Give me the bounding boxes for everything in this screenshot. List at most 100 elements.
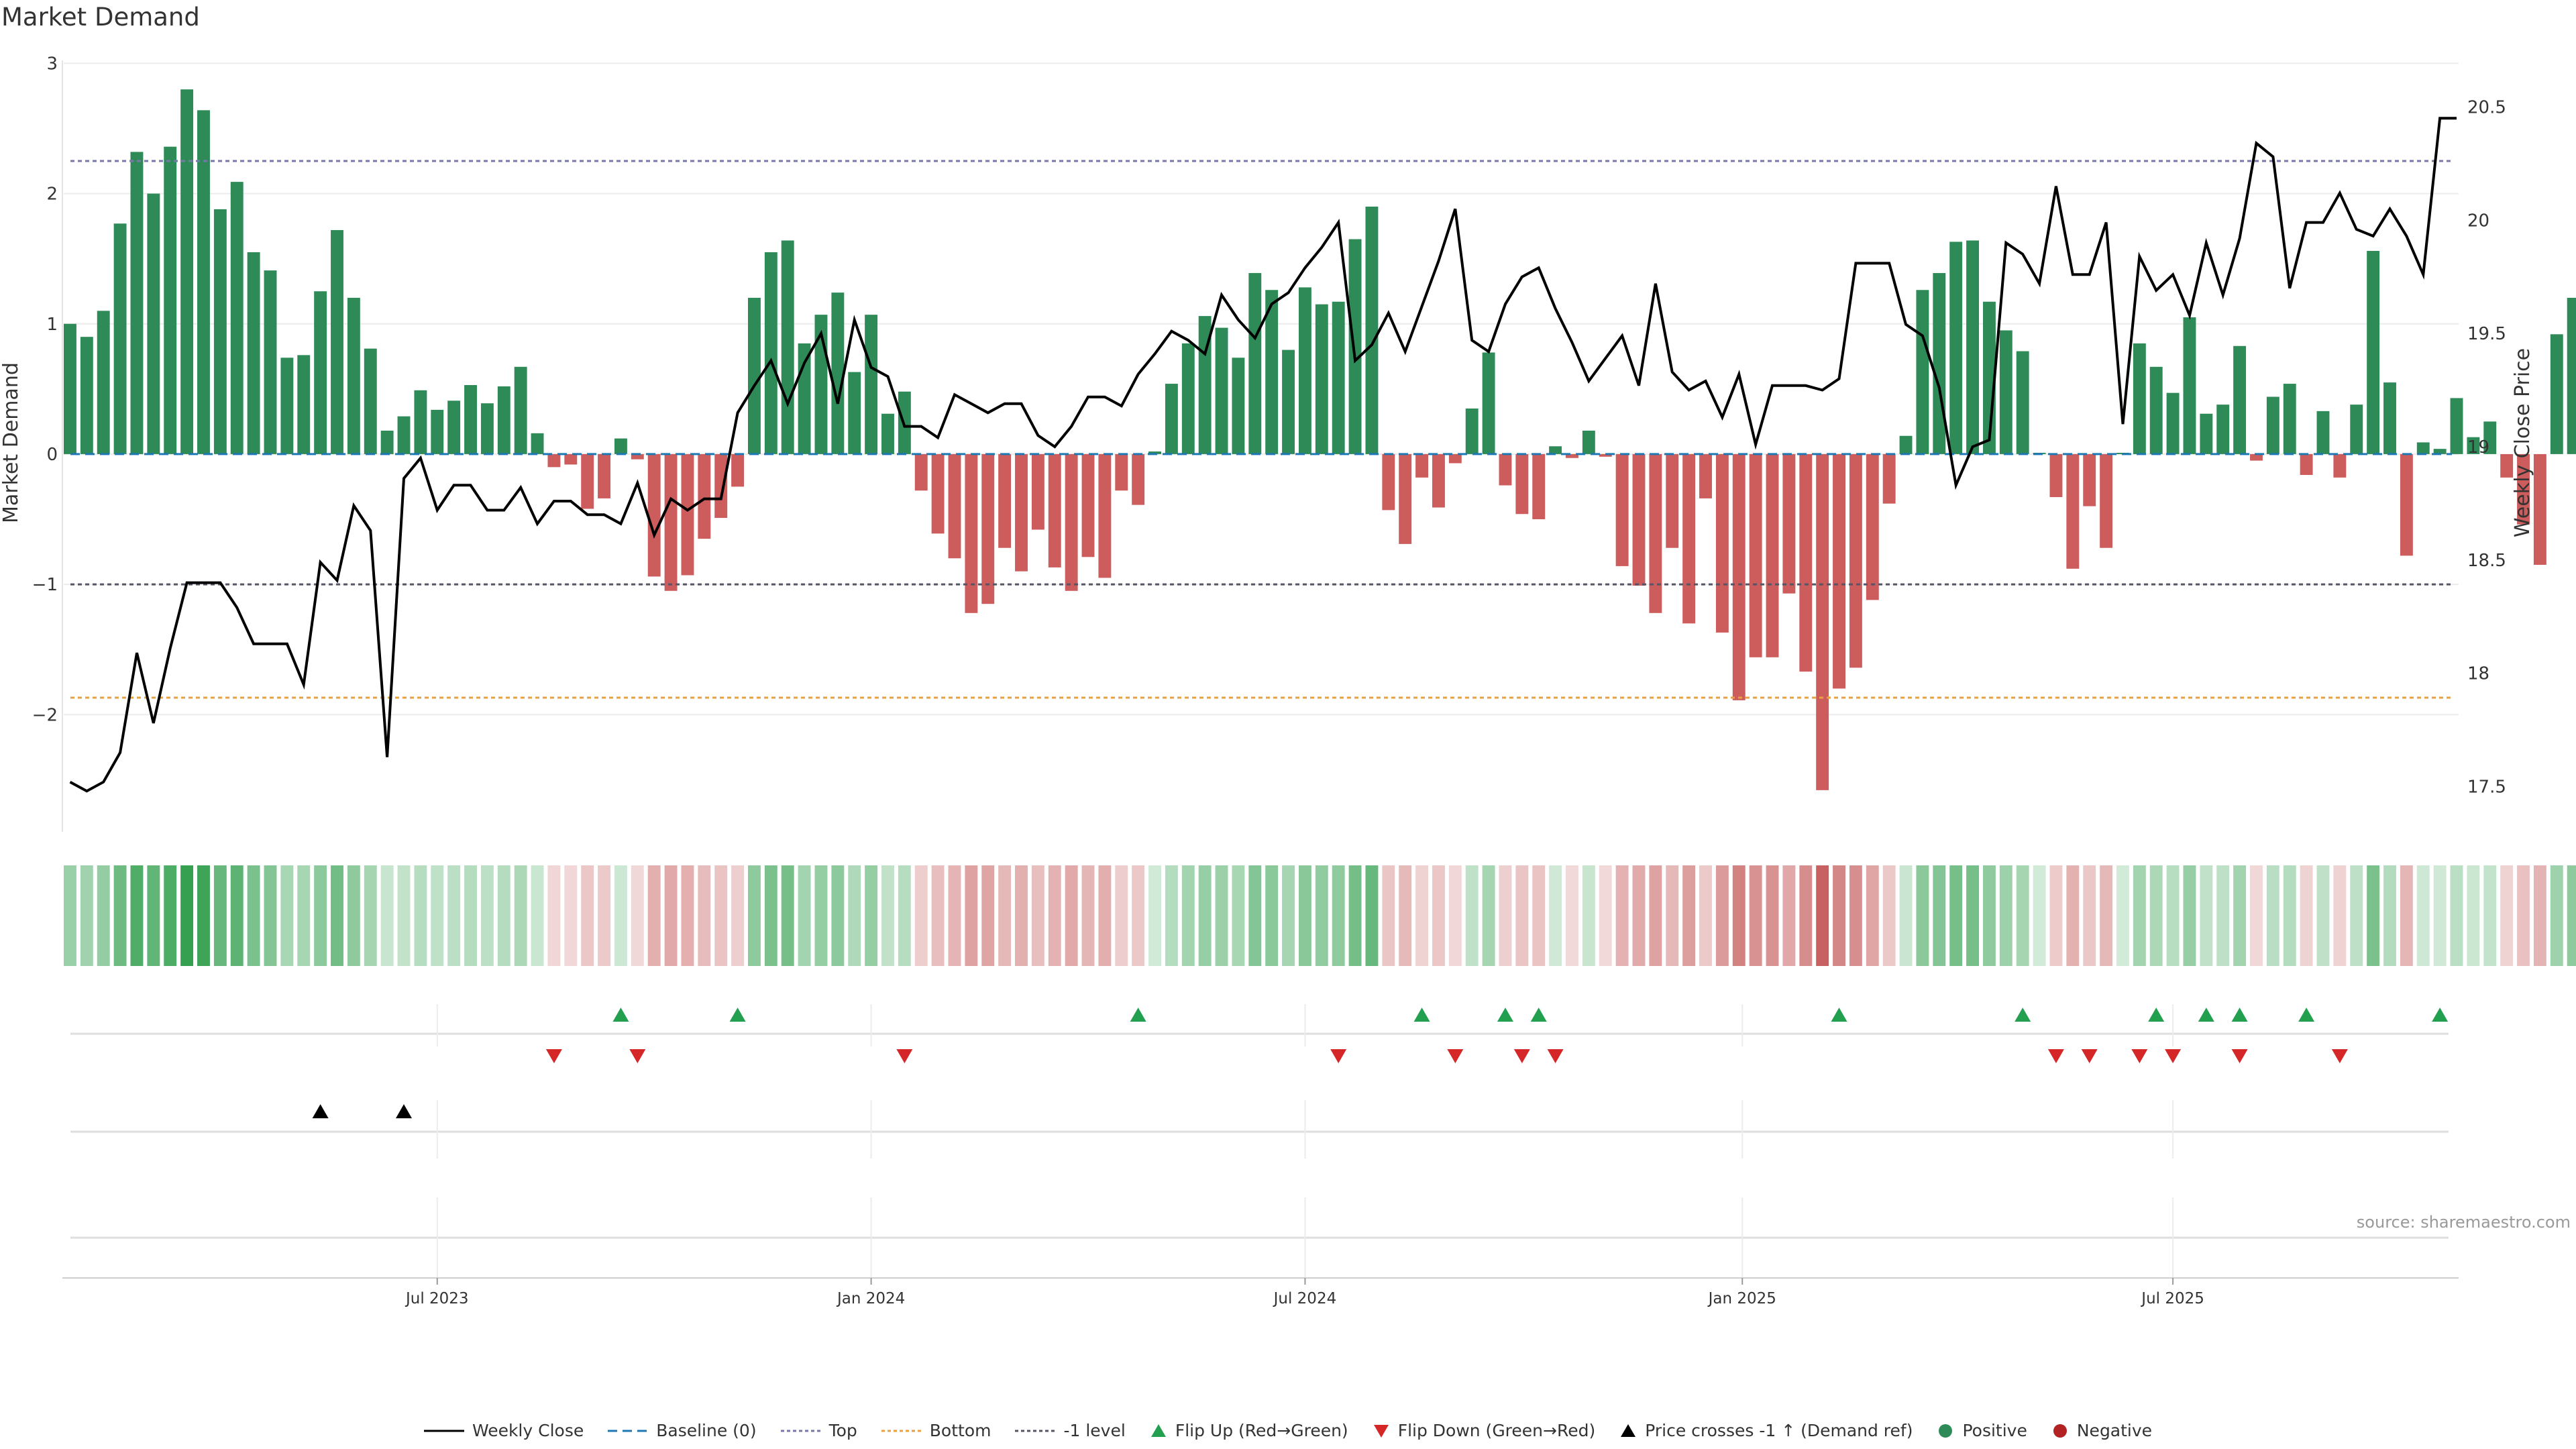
heat-cell — [197, 865, 210, 966]
heat-cell — [1749, 865, 1762, 966]
heat-cell — [1882, 865, 1896, 966]
demand-bar — [681, 453, 694, 576]
demand-bar — [297, 355, 311, 454]
heat-cell — [1532, 865, 1546, 966]
x-tick-label: Jul 2025 — [2140, 1290, 2204, 1307]
demand-bar — [1949, 241, 1963, 454]
y2-tick-label: 18 — [2467, 664, 2489, 684]
legend-item: Positive — [1937, 1421, 2027, 1440]
heat-cell — [1048, 865, 1061, 966]
demand-bar — [1048, 453, 1061, 568]
demand-bar — [130, 152, 144, 454]
heat-cell — [2066, 865, 2080, 966]
heat-cell — [2467, 865, 2480, 966]
flip-up-marker — [729, 1008, 746, 1022]
demand-bar — [2500, 453, 2514, 478]
heat-cell — [2533, 865, 2546, 966]
heat-cell — [1265, 865, 1279, 966]
flip-down-marker — [1513, 1049, 1530, 1063]
demand-bar — [1432, 453, 1445, 508]
demand-bar — [1465, 408, 1479, 454]
heat-cell — [1332, 865, 1345, 966]
heat-cell — [914, 865, 928, 966]
legend-swatch-icon — [608, 1430, 649, 1432]
heat-cell — [1098, 865, 1112, 966]
heat-cell — [80, 865, 93, 966]
demand-bar — [180, 89, 194, 454]
legend-swatch-icon — [1939, 1424, 1953, 1438]
flip-down-marker — [1547, 1049, 1564, 1063]
heat-cell — [1415, 865, 1429, 966]
demand-bar — [2467, 437, 2480, 454]
demand-bar — [1766, 453, 1779, 657]
demand-bar — [2149, 366, 2163, 454]
heat-cell — [1115, 865, 1128, 966]
heat-cell — [2266, 865, 2279, 966]
legend-label: Positive — [1962, 1421, 2027, 1440]
flip-down-marker — [896, 1049, 913, 1063]
heat-cell — [1649, 865, 1662, 966]
legend-label: Top — [828, 1421, 857, 1440]
demand-bar — [1215, 327, 1228, 454]
heat-cell — [2500, 865, 2514, 966]
demand-bar — [564, 453, 578, 465]
legend-swatch-icon — [881, 1430, 922, 1432]
demand-bar — [213, 209, 227, 454]
heat-cell — [547, 865, 561, 966]
demand-bars — [64, 89, 2576, 790]
heat-cell — [1582, 865, 1595, 966]
weekly-close-line — [69, 117, 2457, 793]
heat-cell — [1999, 865, 2012, 966]
heat-cell — [1899, 865, 1913, 966]
heat-cell — [2350, 865, 2363, 966]
legend-swatch-icon — [423, 1430, 464, 1432]
heat-cell — [497, 865, 511, 966]
heat-cell — [1682, 865, 1696, 966]
demand-bar — [314, 291, 327, 454]
demand-bar — [698, 453, 711, 539]
flip-down-marker — [1447, 1049, 1464, 1063]
heat-cell — [1982, 865, 1996, 966]
demand-bar — [1899, 435, 1913, 454]
heat-cell — [1031, 865, 1044, 966]
heat-cell — [965, 865, 978, 966]
demand-bar — [1098, 453, 1112, 578]
demand-bar — [614, 438, 627, 454]
heat-cell — [647, 865, 661, 966]
heat-cell — [1782, 865, 1796, 966]
heat-cell — [998, 865, 1012, 966]
y-tick-label: −2 — [32, 705, 58, 725]
demand-bar — [2367, 251, 2380, 454]
heat-cell — [1833, 865, 1845, 966]
demand-bar — [447, 400, 461, 454]
flip-down-marker — [2331, 1049, 2348, 1063]
heat-cell — [1699, 865, 1712, 966]
heat-cell — [814, 865, 828, 966]
heat-cell — [631, 865, 644, 966]
heat-cell — [1816, 865, 1829, 966]
heat-cell — [714, 865, 728, 966]
heat-cell — [213, 865, 227, 966]
heat-cell — [2100, 865, 2113, 966]
heat-cell — [1766, 865, 1779, 966]
y2-tick-label: 18.5 — [2467, 551, 2506, 571]
demand-bar — [1666, 453, 1679, 548]
demand-bar — [2183, 317, 2196, 454]
legend-label: Weekly Close — [472, 1421, 584, 1440]
heat-cell — [264, 865, 277, 966]
legend-triangle-up — [1621, 1424, 1636, 1437]
demand-bar — [2450, 398, 2463, 454]
heat-cell — [1448, 865, 1462, 966]
heat-cell — [331, 865, 343, 966]
flip-down-marker — [2131, 1049, 2148, 1063]
y2-axis-title: Weekly Close Price — [2511, 348, 2534, 537]
legend-triangle-down — [1373, 1424, 1389, 1438]
flip-up-marker — [1831, 1008, 1847, 1022]
heat-cell — [1399, 865, 1412, 966]
reference-lines — [70, 160, 2452, 699]
demand-bar — [881, 413, 894, 454]
heat-cell — [748, 865, 761, 966]
heat-cell — [1599, 865, 1612, 966]
y-tick-label: 2 — [46, 184, 58, 205]
